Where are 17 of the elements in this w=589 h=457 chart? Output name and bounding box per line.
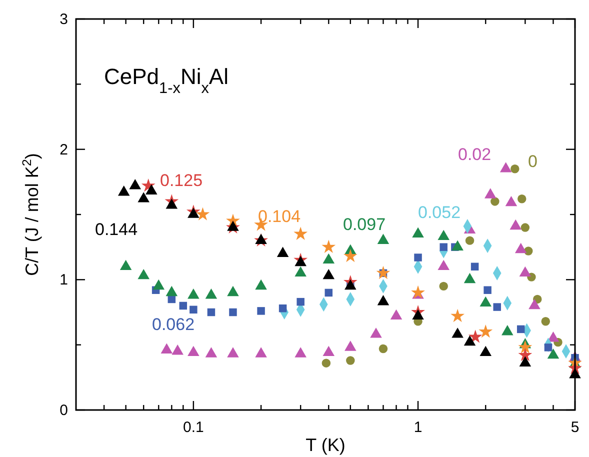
y-tick-label: 3 <box>60 11 68 28</box>
series-label: 0.125 <box>160 171 203 190</box>
x-tick-label: 1 <box>414 419 422 436</box>
series-label: 0.052 <box>418 203 461 222</box>
text: CePd$_{1-x}$Ni$_{x}$Al <box>104 64 228 96</box>
y-tick-label: 0 <box>60 402 68 419</box>
x-tick-label: 5 <box>570 419 580 436</box>
x-tick-label: 0.1 <box>183 419 204 436</box>
series-label: 0.104 <box>258 207 301 226</box>
y-tick-label: 2 <box>60 141 68 158</box>
series-label: 0 <box>528 152 538 171</box>
x-axis-title: T (K) <box>306 435 346 455</box>
series-label: 0.02 <box>458 145 492 164</box>
series-label: 0.062 <box>152 315 195 334</box>
y-tick-label: 1 <box>60 272 68 289</box>
series-label: 0.144 <box>95 220 138 239</box>
series-label: 0.097 <box>343 215 386 234</box>
